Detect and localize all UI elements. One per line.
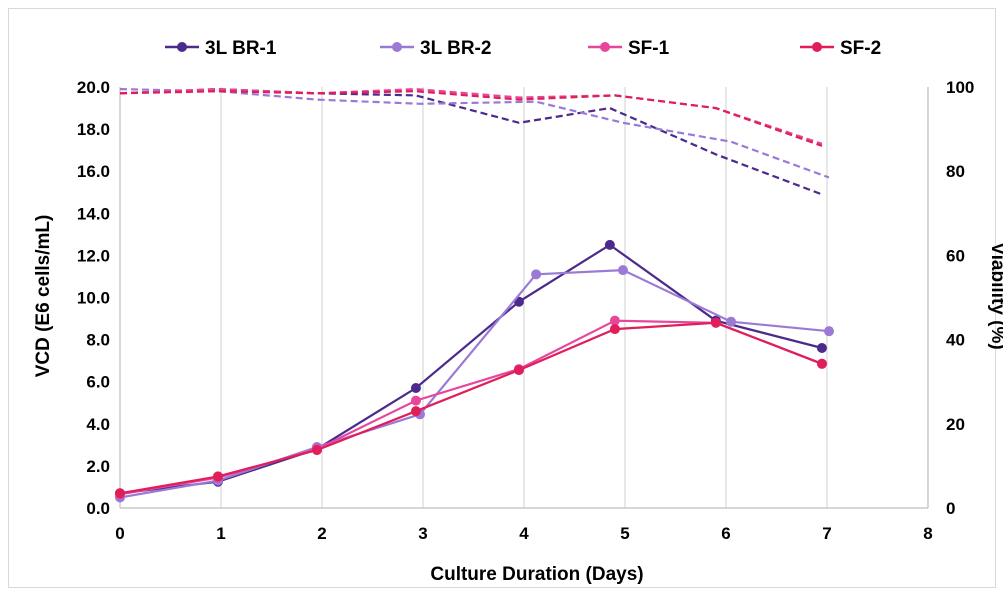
y-tick-label: 18.0 bbox=[77, 120, 110, 139]
legend-label: 3L BR-2 bbox=[420, 38, 491, 59]
vcd-point bbox=[617, 265, 628, 276]
grid-lines bbox=[220, 87, 929, 508]
vcd-point bbox=[824, 326, 835, 337]
vcd-point bbox=[513, 365, 524, 376]
y-tick-label: 0.0 bbox=[86, 499, 110, 518]
legend-label: SF-2 bbox=[840, 38, 881, 59]
vcd-point bbox=[726, 316, 737, 327]
vcd-point bbox=[531, 269, 542, 280]
x-tick-label: 4 bbox=[519, 524, 529, 543]
y-tick-label: 4.0 bbox=[86, 415, 110, 434]
tick-labels: 0 1 2 3 4 5 6 7 8 0.0 2.0 4.0 6.0 8.0 10.0 12.0 14.0 16.0… bbox=[77, 78, 974, 543]
vcd-point bbox=[609, 315, 620, 326]
y2-tick-label: 20 bbox=[946, 415, 965, 434]
axes bbox=[119, 87, 929, 509]
vcd-line bbox=[119, 319, 823, 496]
x-tick-label: 2 bbox=[317, 524, 326, 543]
viability-line bbox=[119, 88, 830, 179]
legend-label: SF-1 bbox=[628, 38, 670, 59]
x-tick-label: 7 bbox=[822, 524, 831, 543]
y2-tick-label: 100 bbox=[946, 78, 974, 97]
legend: 3L BR-1 3L BR-2 SF-1 SF-2 bbox=[165, 38, 881, 59]
y-tick-label: 20.0 bbox=[77, 78, 110, 97]
legend-marker bbox=[392, 42, 402, 52]
viability-line bbox=[119, 87, 823, 145]
x-axis-title: Culture Duration (Days) bbox=[430, 564, 643, 585]
vcd-line bbox=[119, 268, 830, 499]
vcd-point bbox=[115, 488, 125, 499]
y-tick-label: 6.0 bbox=[86, 373, 110, 392]
y-tick-label: 14.0 bbox=[77, 204, 110, 223]
vcd-lines bbox=[115, 239, 835, 503]
vcd-point bbox=[410, 383, 421, 394]
vcd-point bbox=[311, 445, 322, 456]
legend-marker bbox=[177, 42, 187, 52]
legend-marker bbox=[812, 42, 822, 52]
vcd-point bbox=[212, 471, 223, 482]
vcd-point bbox=[609, 324, 620, 335]
legend-label: 3L BR-1 bbox=[205, 38, 277, 59]
vcd-line bbox=[119, 243, 823, 495]
y-tick-label: 8.0 bbox=[86, 331, 110, 350]
y-axis-title: VCD (E6 cells/mL) bbox=[33, 215, 54, 378]
viability-line bbox=[119, 90, 823, 147]
vcd-line bbox=[119, 321, 823, 495]
viability-lines bbox=[119, 87, 830, 196]
y2-tick-label: 40 bbox=[946, 331, 965, 350]
viability-line bbox=[119, 87, 823, 196]
y2-tick-label: 60 bbox=[946, 246, 965, 265]
vcd-point bbox=[410, 406, 421, 417]
vcd-point bbox=[710, 317, 721, 328]
vcd-point bbox=[604, 239, 615, 250]
vcd-point bbox=[816, 358, 827, 369]
x-tick-label: 1 bbox=[216, 524, 225, 543]
y2-axis-title: Viability (%) bbox=[987, 242, 1003, 349]
legend-marker bbox=[600, 42, 610, 52]
y-tick-label: 16.0 bbox=[77, 162, 110, 181]
y-tick-label: 2.0 bbox=[86, 457, 110, 476]
y-tick-label: 12.0 bbox=[77, 246, 110, 265]
x-tick-label: 0 bbox=[115, 524, 124, 543]
chart-frame bbox=[8, 8, 996, 588]
y2-tick-label: 80 bbox=[946, 162, 965, 181]
x-tick-label: 5 bbox=[620, 524, 629, 543]
y2-tick-label: 0 bbox=[946, 499, 955, 518]
x-tick-label: 3 bbox=[418, 524, 427, 543]
vcd-point bbox=[410, 395, 421, 406]
x-tick-label: 8 bbox=[923, 524, 932, 543]
vcd-point bbox=[816, 343, 827, 354]
y-tick-label: 10.0 bbox=[77, 289, 110, 308]
x-tick-label: 6 bbox=[721, 524, 730, 543]
